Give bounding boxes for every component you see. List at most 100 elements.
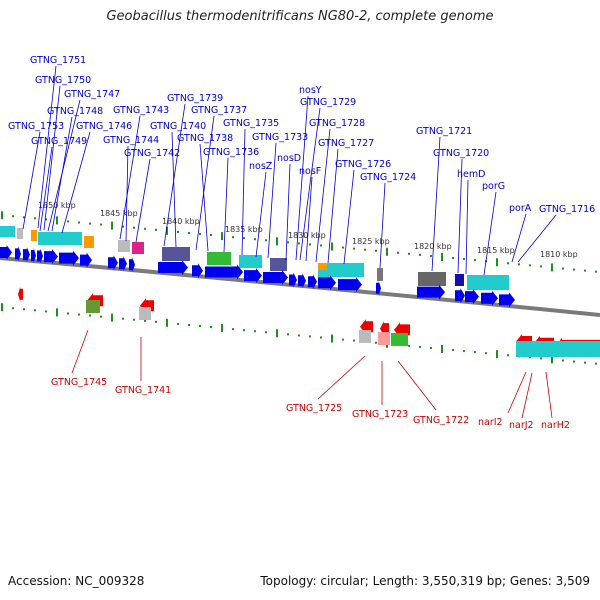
gene-label: narH2 [541, 420, 570, 431]
gene-label: nosY [299, 85, 322, 96]
scale-label: 1810 kbp [540, 250, 578, 259]
scale-label: 1830 kbp [288, 231, 326, 240]
gene-label: porG [482, 181, 505, 192]
gene-label: GTNG_1737 [191, 105, 247, 116]
forward-gene-arrow [37, 248, 43, 264]
gene-label: nosZ [249, 161, 273, 172]
leader-line [255, 171, 267, 258]
forward-gene-arrow [298, 273, 306, 289]
forward-gene-arrow [59, 250, 79, 266]
leader-line [43, 85, 61, 231]
forward-gene-arrow [263, 269, 288, 285]
cog-box [84, 236, 94, 248]
leader-line [199, 143, 209, 252]
cog-box [86, 300, 100, 313]
forward-gene-arrow [31, 247, 36, 263]
gene-label: GTNG_1753 [8, 121, 64, 132]
gene-labels-bottom: GTNG_1745 GTNG_1741 GTNG_1725 GTNG_1723 … [51, 377, 570, 431]
forward-gene-arrow [23, 247, 30, 263]
cog-box [378, 332, 390, 345]
forward-gene-arrow [338, 277, 362, 293]
leader-line [71, 329, 89, 374]
cog-box [467, 275, 509, 290]
leader-line [61, 131, 91, 234]
leader-line [51, 116, 73, 232]
gene-label: GTNG_1747 [64, 89, 120, 100]
gene-label: GTNG_1751 [30, 55, 86, 66]
leader-line [37, 65, 57, 229]
forward-gene-arrow [481, 290, 498, 306]
gene-label: GTNG_1739 [167, 93, 223, 104]
leader-line [171, 131, 177, 248]
gene-label: GTNG_1740 [150, 121, 206, 132]
gene-label: GTNG_1724 [360, 172, 416, 183]
scale-label: 1845 kbp [100, 209, 138, 218]
forward-gene-arrow [499, 292, 515, 308]
leader-line [241, 128, 246, 256]
leader-line [135, 158, 151, 243]
cog-box [239, 255, 262, 268]
forward-gene-arrow [205, 264, 243, 280]
scale-label: 1840 kbp [162, 217, 200, 226]
accession-text: Accession: NC_009328 [8, 574, 145, 588]
leader-line [163, 103, 186, 247]
leader-line [521, 372, 533, 419]
scale-label: 1815 kbp [477, 246, 515, 255]
gene-label: hemD [457, 169, 485, 180]
leader-line [431, 136, 441, 272]
cog-box [38, 232, 82, 245]
leader-line [317, 355, 366, 400]
gene-label: narI2 [478, 417, 503, 428]
forward-gene-arrow [44, 249, 58, 265]
leader-line [285, 163, 291, 261]
cog-boxes-top [0, 226, 509, 290]
gene-label: porA [509, 203, 532, 214]
forward-gene-arrow [308, 274, 317, 290]
gene-label: GTNG_1749 [31, 136, 87, 147]
cog-box [516, 341, 600, 357]
forward-gene-arrow [244, 268, 262, 284]
forward-gene-arrow [318, 275, 336, 291]
gene-label: GTNG_1744 [103, 135, 159, 146]
cog-box [318, 263, 327, 270]
forward-gene-arrow [465, 289, 479, 305]
forward-gene-arrow [119, 256, 127, 272]
scale-label: 1835 kbp [225, 225, 263, 234]
gene-label: GTNG_1727 [318, 138, 374, 149]
cog-box [318, 263, 364, 277]
leader-line [397, 360, 437, 411]
leader-line [379, 182, 386, 269]
reverse-gene-arrow [18, 286, 23, 302]
gene-label: GTNG_1721 [416, 126, 472, 137]
gene-label: GTNG_1720 [433, 148, 489, 159]
gene-label: GTNG_1725 [286, 403, 342, 414]
cog-box [455, 274, 464, 286]
cog-boxes-bottom [86, 300, 600, 357]
gene-label: GTNG_1743 [113, 105, 169, 116]
leader-line [195, 115, 215, 251]
gene-label: nosD [277, 153, 301, 164]
leader-line [125, 145, 129, 242]
forward-genes [0, 245, 515, 308]
forward-gene-arrow [455, 288, 465, 304]
forward-gene-arrow [129, 257, 135, 273]
leader-line [507, 371, 527, 414]
cog-box [162, 247, 190, 261]
forward-gene-arrow [0, 245, 12, 260]
genome-summary-text: Topology: circular; Length: 3,550,319 bp… [260, 574, 590, 588]
forward-gene-arrow [108, 255, 118, 271]
gene-label: GTNG_1750 [35, 75, 91, 86]
leader-line [39, 146, 53, 232]
forward-gene-arrow [192, 263, 203, 279]
cog-box [391, 333, 408, 346]
leader-line [119, 115, 141, 240]
leader-line [457, 158, 463, 274]
leader-line [223, 157, 229, 253]
leader-line [267, 142, 277, 259]
gene-label: GTNG_1733 [252, 132, 308, 143]
cog-box [207, 252, 231, 265]
gene-label: GTNG_1738 [177, 133, 233, 144]
leader-line [465, 179, 469, 275]
forward-gene-arrow [80, 252, 92, 268]
